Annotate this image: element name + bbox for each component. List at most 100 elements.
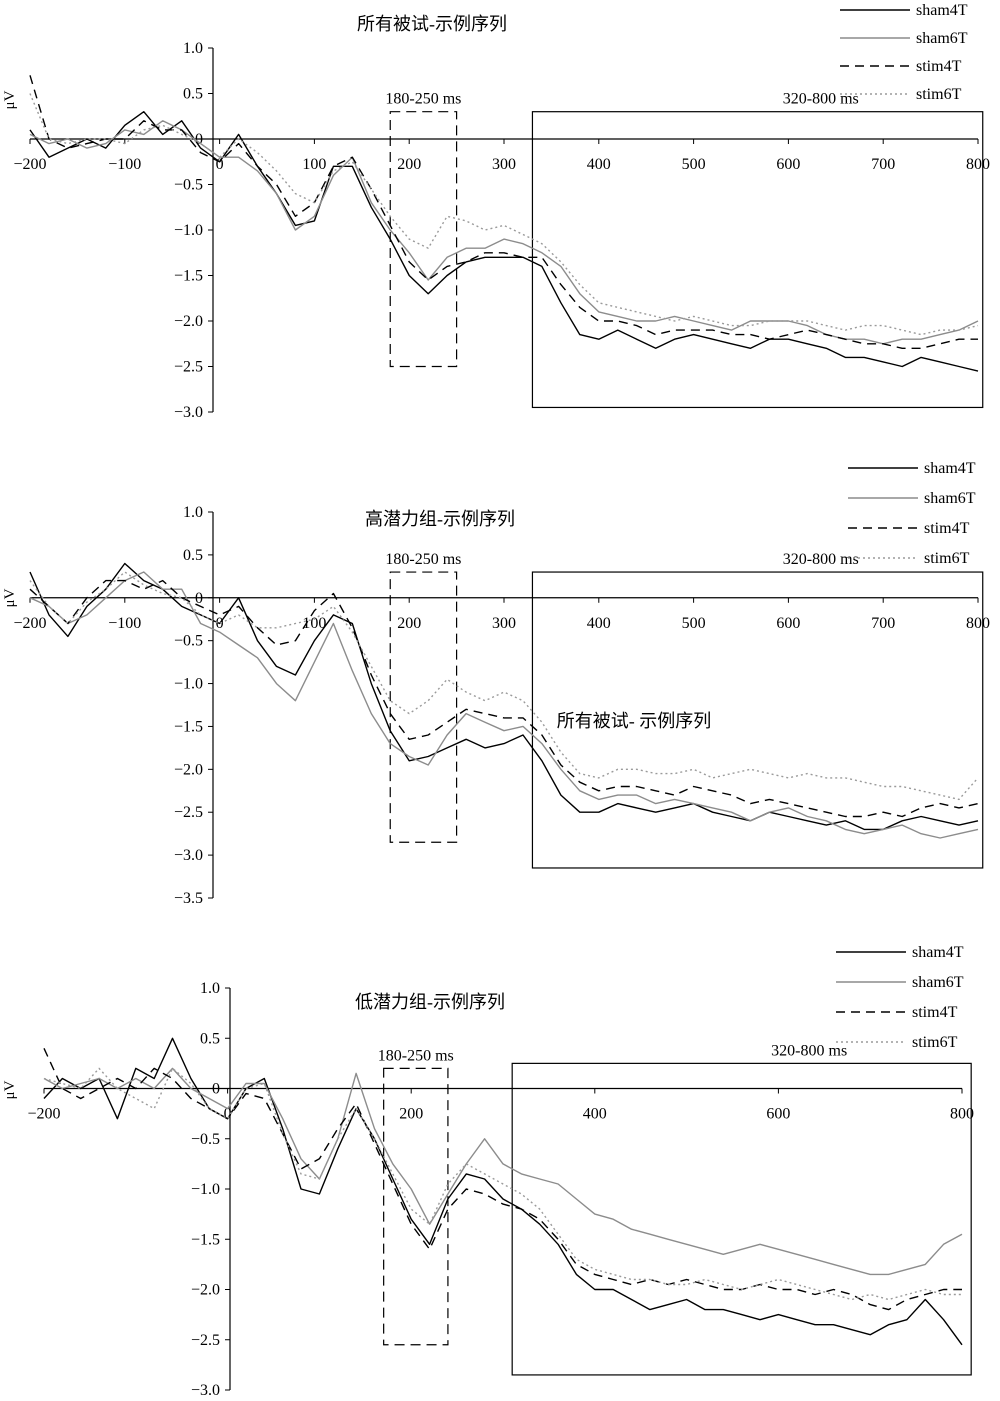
window-label: 320-800 ms	[783, 551, 859, 568]
x-tick-label: 500	[682, 156, 706, 173]
window-label: 180-250 ms	[378, 1047, 454, 1064]
series-line-stim4T	[43, 1048, 962, 1311]
x-tick-label: 400	[583, 1106, 607, 1123]
analysis-windows: 180-250 ms 320-800 ms	[378, 1042, 972, 1376]
legend-label-stim4T: stim4T	[924, 520, 970, 537]
x-tick-label: −200	[13, 615, 46, 632]
chart-title: 低潜力组-示例序列	[355, 992, 505, 1012]
y-tick-label: −3.0	[174, 404, 203, 421]
x-tick-label: 400	[587, 615, 611, 632]
series-line-sham4T	[29, 110, 979, 372]
legend-label-sham6T: sham6T	[912, 974, 964, 991]
y-tick-label: 0.5	[183, 86, 203, 103]
stray-overlay-text: 所有被试- 示例序列	[557, 711, 712, 731]
x-tick-label: 200	[397, 156, 421, 173]
y-tick-label: −2.0	[191, 1282, 220, 1299]
window-box-0	[389, 571, 458, 843]
x-tick-label: 800	[966, 156, 990, 173]
x-tick-label: 800	[950, 1106, 974, 1123]
y-tick-label: 0	[195, 131, 203, 148]
series-line-stim6T	[29, 93, 979, 336]
x-tick-label: 200	[397, 615, 421, 632]
legend-label-sham4T: sham4T	[912, 944, 964, 961]
x-tick-label: 600	[776, 156, 800, 173]
axes: −200 −100 0 100 200 300 400 500 600 700 8001.00.50…	[13, 40, 990, 421]
y-tick-label: 1.0	[200, 980, 220, 997]
x-tick-label: 300	[492, 156, 516, 173]
axes: −200 −100 0 100 200 300 400 500 600 700 8001.00.50…	[13, 504, 990, 907]
window-box-1	[531, 571, 984, 869]
y-tick-label: −3.5	[174, 890, 203, 907]
x-tick-label: 600	[776, 615, 800, 632]
legend-label-sham4T: sham4T	[916, 2, 968, 19]
y-tick-label: −0.5	[191, 1131, 220, 1148]
legend: sham4T sham6T stim4T stim6T	[836, 944, 964, 1051]
chart-panel-high-potential: 高潜力组-示例序列 μV −200 −100 0 100 200 300 400 500 600…	[2, 460, 990, 907]
y-tick-label: −0.5	[174, 633, 203, 650]
x-tick-label: −200	[13, 156, 46, 173]
series-line-stim6T	[43, 1067, 962, 1301]
x-tick-label: 500	[682, 615, 706, 632]
window-label: 320-800 ms	[771, 1042, 847, 1059]
y-tick-label: −1.5	[191, 1231, 220, 1248]
series-line-sham4T	[29, 562, 979, 831]
series-line-sham6T	[43, 1067, 963, 1276]
y-tick-label: −3.0	[174, 847, 203, 864]
chart-title: 高潜力组-示例序列	[365, 509, 515, 529]
y-tick-label: −1.5	[174, 718, 203, 735]
window-box-0	[389, 111, 458, 368]
x-tick-label: 800	[966, 615, 990, 632]
window-box-1	[531, 111, 984, 409]
x-tick-label: −100	[108, 615, 141, 632]
y-tick-label: −2.0	[174, 761, 203, 778]
legend: sham4T sham6T stim4T stim6T	[848, 460, 976, 567]
x-tick-label: 0	[216, 156, 224, 173]
window-label: 320-800 ms	[783, 91, 859, 108]
legend-label-stim6T: stim6T	[916, 86, 962, 103]
y-axis-label: μV	[2, 588, 18, 607]
window-box-1	[511, 1062, 972, 1376]
x-tick-label: 200	[399, 1106, 423, 1123]
legend-label-sham4T: sham4T	[924, 460, 976, 477]
legend-label-sham6T: sham6T	[916, 30, 968, 47]
legend-label-stim4T: stim4T	[916, 58, 962, 75]
x-tick-label: −200	[27, 1106, 60, 1123]
y-tick-label: 0	[212, 1081, 220, 1098]
y-tick-label: −3.0	[191, 1382, 220, 1399]
x-tick-label: 100	[302, 615, 326, 632]
legend: sham4T sham6T stim4T stim6T	[840, 2, 968, 103]
series-line-stim4T	[29, 579, 979, 818]
series-line-stim6T	[29, 571, 979, 801]
legend-label-stim6T: stim6T	[912, 1034, 958, 1051]
y-tick-label: −0.5	[174, 177, 203, 194]
x-tick-label: 100	[302, 156, 326, 173]
y-axis-label: μV	[2, 1080, 18, 1099]
y-tick-label: 1.0	[183, 504, 203, 521]
y-tick-label: −1.5	[174, 268, 203, 285]
y-tick-label: −2.5	[174, 359, 203, 376]
x-tick-label: 0	[224, 1106, 232, 1123]
chart-panel-all-subjects: 所有被试-示例序列 μV −200 −100 0 100 200 300 400 500 600…	[2, 2, 990, 421]
y-tick-label: −1.0	[174, 222, 203, 239]
legend-label-sham6T: sham6T	[924, 490, 976, 507]
window-label: 180-250 ms	[385, 551, 461, 568]
x-tick-label: 700	[871, 156, 895, 173]
y-tick-label: 0	[195, 590, 203, 607]
y-tick-label: −2.5	[174, 804, 203, 821]
y-tick-label: 1.0	[183, 40, 203, 57]
chart-title: 所有被试-示例序列	[357, 14, 507, 34]
y-tick-label: 0.5	[183, 547, 203, 564]
series-line-sham4T	[43, 1037, 963, 1346]
x-tick-label: 700	[871, 615, 895, 632]
y-tick-label: −1.0	[174, 676, 203, 693]
series-line-sham6T	[29, 571, 979, 839]
analysis-windows: 180-250 ms 320-800 ms	[385, 551, 984, 869]
series-lines	[43, 1037, 963, 1346]
legend-label-stim4T: stim4T	[912, 1004, 958, 1021]
y-tick-label: −2.0	[174, 313, 203, 330]
legend-label-stim6T: stim6T	[924, 550, 970, 567]
window-box-0	[383, 1067, 449, 1346]
y-axis-label: μV	[2, 90, 18, 109]
series-line-sham6T	[29, 120, 979, 345]
